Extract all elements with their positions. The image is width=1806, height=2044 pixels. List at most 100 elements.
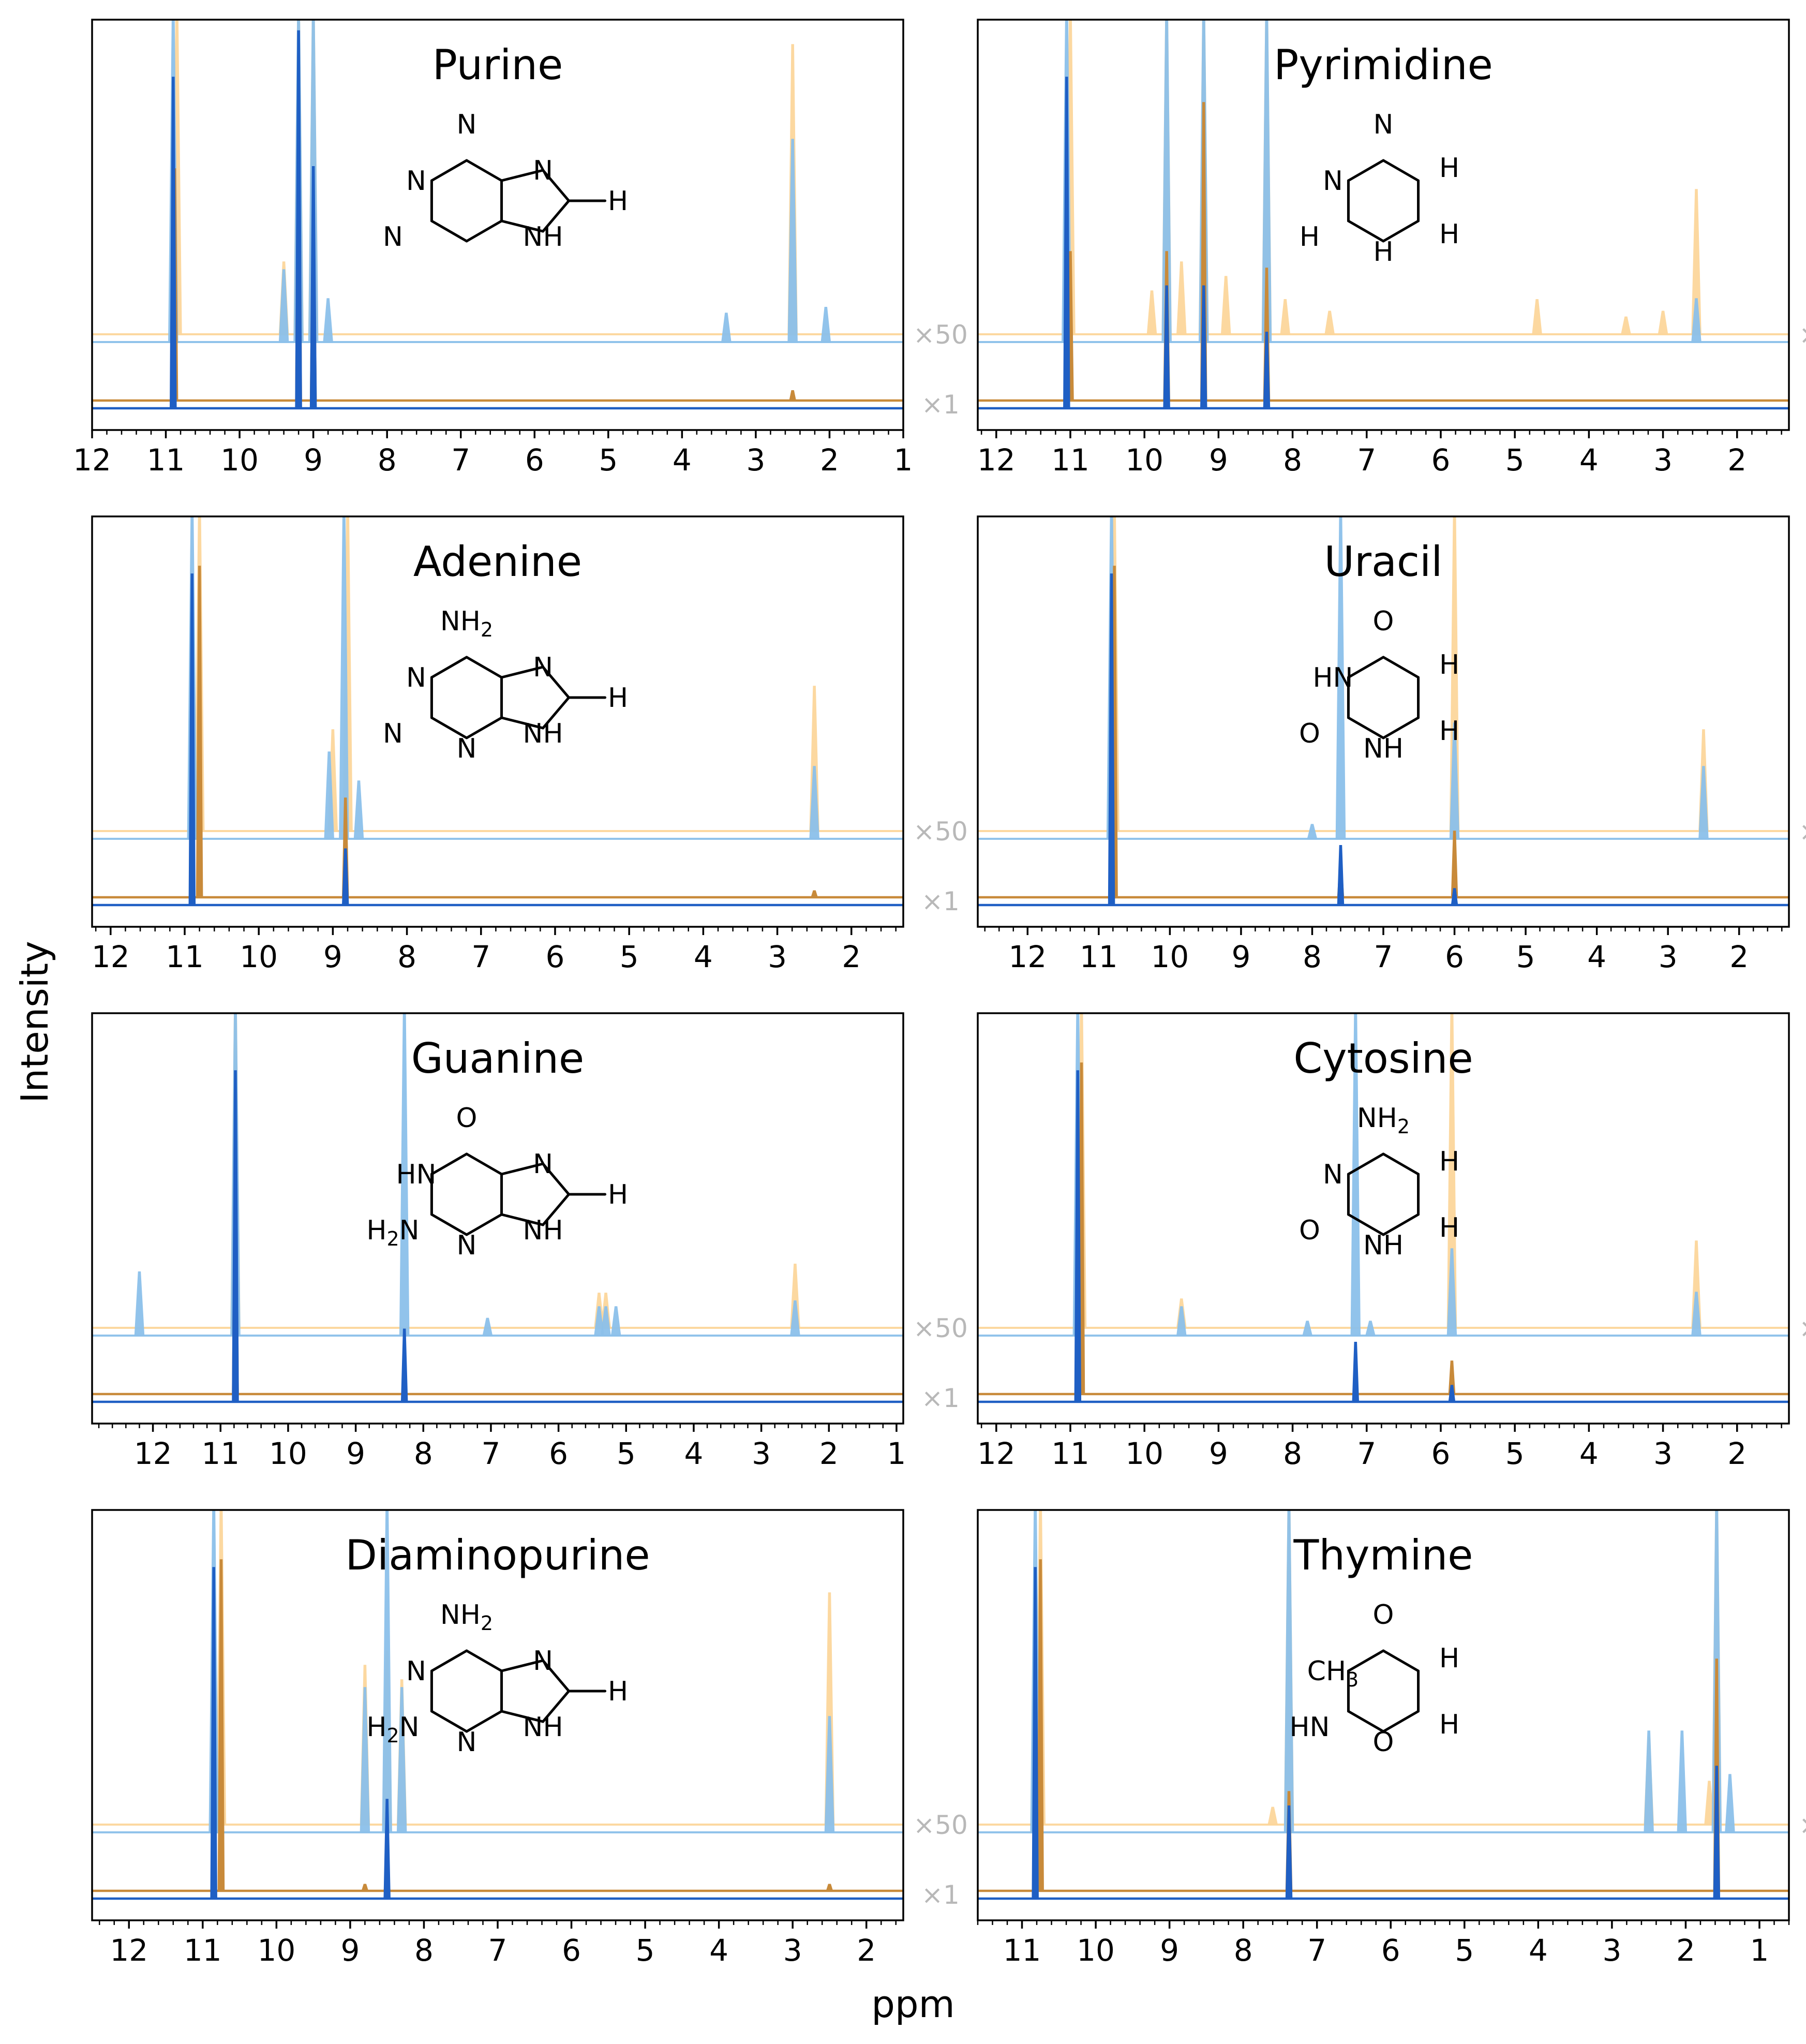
tick-label: 9 (1160, 1933, 1179, 1968)
bond (500, 1213, 545, 1226)
tick-label: 8 (1234, 1933, 1253, 1968)
tick-label: 5 (599, 442, 618, 478)
plot-area (92, 1510, 903, 1900)
trace-blue-1 (92, 1567, 903, 1900)
bond (1382, 1213, 1420, 1236)
bond (1347, 656, 1385, 679)
atom-label: H (1439, 1212, 1459, 1243)
tick-label: 8 (397, 939, 416, 974)
tick-label: 11 (1051, 1436, 1089, 1471)
atom-label: N (533, 155, 553, 186)
trace-orange-1 (92, 566, 903, 899)
tick-label: 7 (471, 939, 490, 974)
x-axis-title: ppm (871, 1982, 955, 2026)
tick-label: 6 (549, 1436, 568, 1471)
scale-label-x50: ×50 (1799, 817, 1806, 847)
panel-title: Uracil (1324, 538, 1443, 586)
atom-label: N (533, 1149, 553, 1180)
atom-label: H (1439, 1643, 1459, 1674)
bond (465, 1710, 503, 1733)
tick-label: 10 (269, 1436, 307, 1471)
peak (1108, 573, 1115, 906)
y-axis-title: Intensity (13, 941, 56, 1103)
peak (1352, 1342, 1360, 1402)
atom-label: NH (523, 1215, 563, 1246)
peak (809, 766, 819, 839)
tick-label: 4 (694, 939, 713, 974)
peak (601, 1306, 611, 1336)
tick-label: 6 (1431, 1436, 1451, 1471)
tick-label: 9 (1209, 442, 1228, 478)
tick-label: 5 (1505, 1436, 1525, 1471)
plot-area (978, 1510, 1789, 1900)
bond (1347, 716, 1385, 739)
atom-label: N (406, 662, 426, 693)
tick-label: 6 (525, 442, 544, 478)
bond (1382, 656, 1420, 679)
peak (1365, 1321, 1376, 1336)
tick-label: 2 (819, 1436, 839, 1471)
peak (295, 30, 302, 409)
tick-label: 7 (1374, 939, 1393, 974)
peak (820, 307, 831, 343)
tick-label: 12 (134, 1436, 172, 1471)
bond (1347, 1213, 1385, 1236)
atom-label: N (533, 652, 553, 683)
atom-label: NH2 (440, 1599, 493, 1635)
bond (1347, 1710, 1385, 1733)
tick-label: 6 (1381, 1933, 1400, 1968)
bond (1382, 1649, 1420, 1672)
tick-label: 12 (110, 1933, 148, 1968)
molecule-structure: O CH3 HN O H H (1289, 1599, 1459, 1758)
tick-label: 11 (1003, 1933, 1041, 1968)
atom-label: N (1323, 166, 1343, 197)
peak (1285, 1805, 1293, 1899)
peak (324, 751, 335, 839)
panel-title: Purine (432, 41, 563, 89)
peak (1176, 261, 1187, 335)
atom-label: N (457, 109, 477, 140)
plot-area (978, 1013, 1789, 1403)
trace-blue-1 (92, 573, 903, 907)
peak (278, 269, 289, 343)
peak (1532, 299, 1542, 335)
peak (1337, 845, 1345, 906)
atom-label: O (1373, 1599, 1394, 1631)
tick-label: 3 (1653, 442, 1673, 478)
peak (721, 313, 732, 343)
atom-label: HN (1289, 1712, 1330, 1743)
x-axis: 12 11 10 9 8 7 6 5 4 3 2 1 (98, 1424, 906, 1471)
bond (542, 1690, 571, 1723)
tick-label: 10 (1151, 939, 1189, 974)
panel-frame (91, 515, 904, 928)
peak (1037, 1559, 1044, 1891)
atom-label: H (608, 1676, 628, 1707)
x-axis: 11 10 9 8 7 6 5 4 3 2 1 (977, 1920, 1790, 1968)
bond (542, 169, 571, 202)
tick-label: 11 (1080, 939, 1118, 974)
bond (1382, 1152, 1420, 1176)
peak (1307, 824, 1318, 839)
tick-label: 12 (977, 442, 1016, 478)
bond (500, 169, 545, 182)
peak (610, 1306, 621, 1336)
bond (1347, 1649, 1385, 1672)
trace-blue-1 (92, 1070, 903, 1403)
peak (594, 1306, 604, 1336)
bond (430, 1710, 468, 1733)
atom-label: N (533, 1646, 553, 1677)
peak (1446, 1248, 1457, 1336)
bond (465, 716, 503, 739)
bond (500, 1162, 545, 1176)
tick-label: 11 (166, 939, 204, 974)
peak (1621, 316, 1631, 335)
peak (323, 298, 333, 343)
panel-title: Thymine (1293, 1531, 1473, 1579)
peak (1063, 77, 1070, 409)
bond (542, 1659, 571, 1693)
atom-label: H (608, 1179, 628, 1210)
peak (1350, 1013, 1361, 1336)
scale-label-x50: ×50 (913, 817, 968, 847)
atom-label: N (406, 166, 426, 197)
scale-label-x1: ×1 (921, 390, 960, 420)
